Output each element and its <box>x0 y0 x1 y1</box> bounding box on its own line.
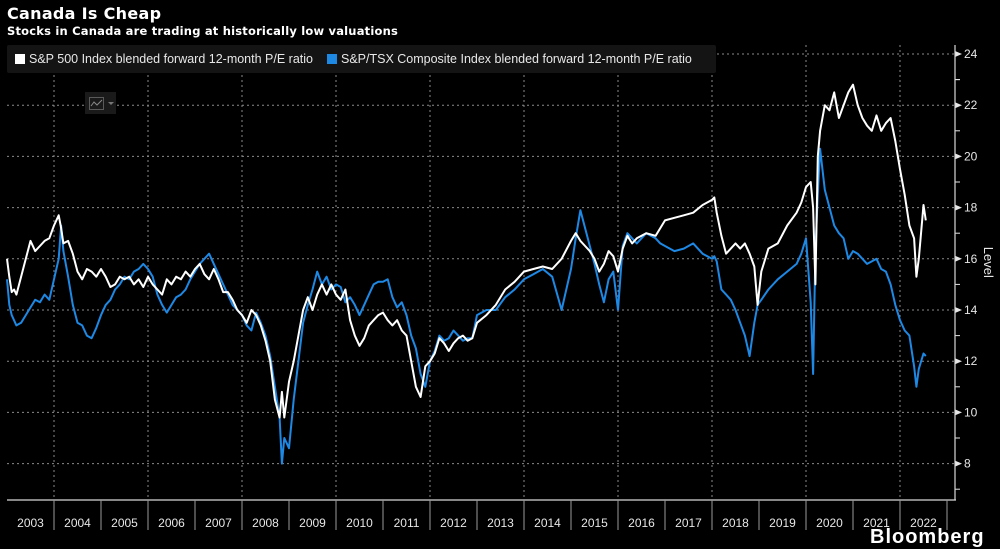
legend: S&P 500 Index blended forward 12-month P… <box>7 45 716 73</box>
y-tick-label: 24 <box>964 47 978 61</box>
chart-subtitle: Stocks in Canada are trading at historic… <box>7 24 399 38</box>
y-tick-label: 18 <box>964 201 978 215</box>
y-tick-label: 10 <box>964 405 978 419</box>
y-axis-label: Level <box>981 247 996 278</box>
x-tick-label: 2022 <box>910 516 937 530</box>
y-tick-label: 16 <box>964 252 978 266</box>
legend-swatch-tsx <box>326 54 337 64</box>
bloomberg-logo: Bloomberg <box>870 526 985 548</box>
x-tick-label: 2011 <box>394 516 420 530</box>
chart-title: Canada Is Cheap <box>7 4 162 23</box>
dropdown-arrow-icon <box>108 101 114 105</box>
y-tick-marker <box>955 409 962 416</box>
x-tick-label: 2019 <box>769 516 796 530</box>
x-tick-label: 2017 <box>675 516 702 530</box>
y-tick-label: 14 <box>964 303 978 317</box>
y-tick-marker <box>955 358 962 365</box>
chart-type-button[interactable] <box>85 92 116 114</box>
x-tick-label: 2009 <box>299 516 326 530</box>
x-tick-label: 2016 <box>628 516 655 530</box>
x-tick-label: 2005 <box>111 516 138 530</box>
legend-label-sp500: S&P 500 Index blended forward 12-month P… <box>29 52 313 66</box>
legend-swatch-sp500 <box>15 54 25 64</box>
x-tick-label: 2020 <box>816 516 843 530</box>
x-tick-label: 2008 <box>252 516 279 530</box>
x-tick-label: 2012 <box>440 516 467 530</box>
x-tick-label: 2006 <box>158 516 185 530</box>
series-line-tsx <box>6 147 927 465</box>
y-tick-label: 22 <box>964 98 978 112</box>
x-tick-label: 2015 <box>581 516 608 530</box>
line-chart-icon <box>89 96 104 110</box>
grid <box>7 45 955 500</box>
series-group <box>6 83 927 465</box>
x-tick-label: 2003 <box>17 516 44 530</box>
y-tick-label: 8 <box>964 457 971 471</box>
y-tick-marker <box>955 460 962 467</box>
series-line-sp500 <box>6 83 927 419</box>
y-tick-marker <box>955 255 962 262</box>
x-tick-label: 2004 <box>64 516 91 530</box>
x-tick-label: 2013 <box>487 516 514 530</box>
legend-item-sp500[interactable]: S&P 500 Index blended forward 12-month P… <box>15 52 313 66</box>
x-tick-label: 2007 <box>205 516 232 530</box>
x-tick-label: 2018 <box>722 516 749 530</box>
x-tick-label: 2014 <box>534 516 561 530</box>
y-tick-label: 20 <box>964 149 978 163</box>
legend-item-tsx[interactable]: S&P/TSX Composite Index blended forward … <box>326 52 692 66</box>
y-tick-marker <box>955 204 962 211</box>
y-tick-marker <box>955 153 962 160</box>
x-tick-label: 2010 <box>346 516 373 530</box>
x-tick-label: 2021 <box>863 516 890 530</box>
y-tick-marker <box>955 102 962 109</box>
legend-label-tsx: S&P/TSX Composite Index blended forward … <box>340 52 692 66</box>
y-tick-label: 12 <box>964 354 978 368</box>
y-tick-marker <box>955 307 962 313</box>
y-tick-marker <box>955 51 962 57</box>
